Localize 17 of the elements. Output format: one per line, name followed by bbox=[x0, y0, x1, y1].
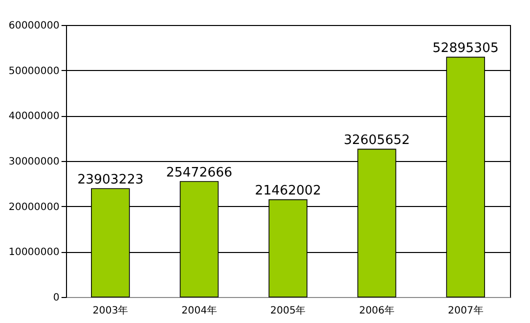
x-tick-label: 2007年 bbox=[448, 304, 484, 316]
y-tick-label: 20000000 bbox=[8, 202, 60, 213]
data-label: 23903223 bbox=[77, 172, 144, 188]
x-tick-label: 2003年 bbox=[92, 304, 128, 316]
x-tick-label: 2006年 bbox=[359, 304, 395, 316]
y-tick-label: 10000000 bbox=[8, 247, 60, 258]
y-tick-label: 50000000 bbox=[8, 66, 60, 77]
x-tick-label: 2005年 bbox=[270, 304, 306, 316]
data-label: 25472666 bbox=[166, 166, 232, 181]
data-label: 32605652 bbox=[344, 133, 410, 148]
data-label: 52895305 bbox=[432, 41, 499, 56]
y-tick-label: 60000000 bbox=[8, 20, 60, 32]
y-tick-label: 30000000 bbox=[8, 156, 60, 168]
data-label: 21462002 bbox=[254, 184, 322, 199]
x-tick-label: 2004年 bbox=[181, 304, 217, 316]
y-tick-label: 0 bbox=[53, 292, 60, 304]
y-tick-label: 40000000 bbox=[8, 111, 60, 122]
